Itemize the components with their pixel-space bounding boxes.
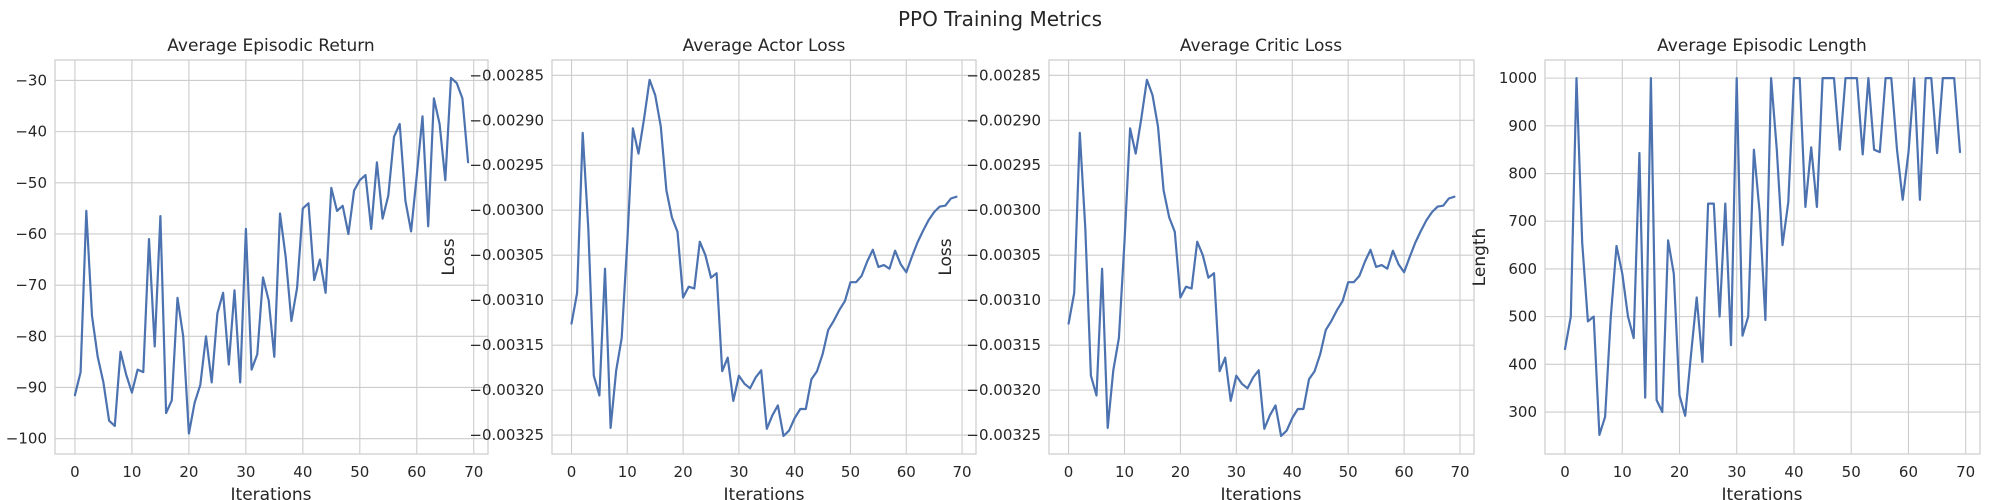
tick-labels: 0 10 20 30 40 50 60 70 −0.00325 −0.00320 −0.00315 −…: [469, 66, 971, 481]
panel-actor-loss: Average Actor Loss 0 10 20 30 40 50 60 70 −0.003…: [439, 36, 977, 500]
x-tick-label: 10: [122, 463, 141, 481]
y-tick-label: 1000: [1499, 69, 1537, 87]
tick-labels: 0 10 20 30 40 50 60 70 −0.00325 −0.00320 −0.00315 −…: [966, 66, 1469, 481]
panel-title: Average Episodic Return: [167, 36, 374, 56]
y-tick-label: 900: [1508, 117, 1537, 135]
y-tick-label: −0.00310: [966, 291, 1041, 309]
x-tick-label: 10: [618, 463, 637, 481]
panel-episodic-length: Average Episodic Length 0 10 20 30 40 50 60 70 3…: [1470, 36, 1981, 500]
y-tick-label: −0.00295: [966, 156, 1041, 174]
y-tick-label: −40: [15, 123, 47, 141]
x-tick-label: 40: [293, 463, 312, 481]
x-tick-label: 50: [350, 463, 369, 481]
y-tick-label: −0.00305: [469, 246, 544, 264]
panel-title: Average Episodic Length: [1657, 36, 1867, 56]
plot-frame: [1048, 59, 1475, 455]
panel-episodic-return: Average Episodic Return 0 10 20 30 40 50 60 70 −…: [6, 36, 489, 500]
plot-frame: [54, 59, 489, 455]
x-tick-label: 70: [464, 463, 483, 481]
y-tick-label: −0.00290: [966, 111, 1041, 129]
x-tick-label: 50: [1842, 463, 1861, 481]
x-tick-label: 0: [567, 463, 577, 481]
series-line: [73, 76, 470, 435]
tick-labels: 0 10 20 30 40 50 60 70 300 400 500 600 700 800 900 1000: [1499, 69, 1975, 481]
series-line: [1563, 77, 1962, 436]
x-tick-label: 0: [1064, 463, 1074, 481]
x-tick-label: 30: [729, 463, 748, 481]
y-axis-label: Loss: [439, 238, 459, 275]
x-tick-label: 60: [897, 463, 916, 481]
x-tick-label: 10: [1613, 463, 1632, 481]
y-tick-label: −0.00300: [966, 201, 1041, 219]
y-tick-label: −0.00285: [966, 66, 1041, 84]
x-tick-label: 60: [1395, 463, 1414, 481]
y-tick-label: −0.00325: [469, 426, 544, 444]
y-tick-label: 700: [1508, 212, 1537, 230]
y-tick-label: −0.00295: [469, 156, 544, 174]
x-tick-label: 0: [1560, 463, 1570, 481]
x-axis-label: Iterations: [1221, 485, 1302, 500]
x-tick-label: 20: [1670, 463, 1689, 481]
y-tick-label: −0.00290: [469, 111, 544, 129]
y-tick-label: −0.00300: [469, 201, 544, 219]
panel-title: Average Critic Loss: [1180, 36, 1342, 56]
tick-labels: 0 10 20 30 40 50 60 70 −100 −90 −80 −70 −60 −50 −40 −30: [6, 71, 484, 481]
series-line: [570, 78, 958, 438]
x-tick-label: 50: [1339, 463, 1358, 481]
x-tick-label: 60: [407, 463, 426, 481]
y-tick-label: 600: [1508, 260, 1537, 278]
y-tick-label: −60: [15, 225, 47, 243]
x-tick-label: 10: [1115, 463, 1134, 481]
y-tick-label: −0.00285: [469, 66, 544, 84]
x-tick-label: 70: [1956, 463, 1975, 481]
y-tick-label: −0.00325: [966, 426, 1041, 444]
x-tick-label: 0: [70, 463, 80, 481]
x-tick-label: 30: [236, 463, 255, 481]
x-axis-label: Iterations: [231, 485, 312, 500]
y-tick-label: −90: [15, 378, 47, 396]
y-axis-label: Loss: [936, 238, 956, 275]
y-tick-label: −0.00320: [966, 381, 1041, 399]
x-tick-label: 30: [1227, 463, 1246, 481]
x-tick-label: 40: [1283, 463, 1302, 481]
x-axis-label: Iterations: [1722, 485, 1803, 500]
y-tick-label: −0.00315: [469, 336, 544, 354]
y-tick-label: −0.00310: [469, 291, 544, 309]
panel-title: Average Actor Loss: [683, 36, 846, 56]
panel-critic-loss: Average Critic Loss 0 10 20 30 40 50 60 70 −0.00…: [936, 36, 1475, 500]
x-tick-label: 30: [1727, 463, 1746, 481]
x-tick-label: 20: [179, 463, 198, 481]
y-tick-label: −100: [6, 430, 47, 448]
series-line: [1067, 78, 1456, 438]
x-tick-label: 60: [1899, 463, 1918, 481]
x-tick-label: 70: [1450, 463, 1469, 481]
y-tick-label: −50: [15, 174, 47, 192]
grid: [552, 60, 976, 454]
plot-frame: [551, 59, 977, 455]
y-tick-label: 400: [1508, 355, 1537, 373]
y-tick-label: −0.00305: [966, 246, 1041, 264]
y-tick-label: −80: [15, 327, 47, 345]
y-tick-label: −0.00320: [469, 381, 544, 399]
x-tick-label: 20: [1171, 463, 1190, 481]
y-tick-label: 800: [1508, 165, 1537, 183]
y-tick-label: −0.00315: [966, 336, 1041, 354]
x-tick-label: 40: [785, 463, 804, 481]
plot-frame: [1544, 59, 1981, 455]
y-tick-label: −30: [15, 71, 47, 89]
x-tick-label: 40: [1784, 463, 1803, 481]
x-axis-label: Iterations: [724, 485, 805, 500]
x-tick-label: 70: [953, 463, 972, 481]
grid: [1049, 60, 1474, 454]
x-tick-label: 20: [674, 463, 693, 481]
y-axis-label: Length: [1470, 228, 1490, 287]
figure-title: PPO Training Metrics: [898, 7, 1102, 31]
y-tick-label: −70: [15, 276, 47, 294]
y-tick-label: 300: [1508, 403, 1537, 421]
x-tick-label: 50: [841, 463, 860, 481]
y-tick-label: 500: [1508, 308, 1537, 326]
